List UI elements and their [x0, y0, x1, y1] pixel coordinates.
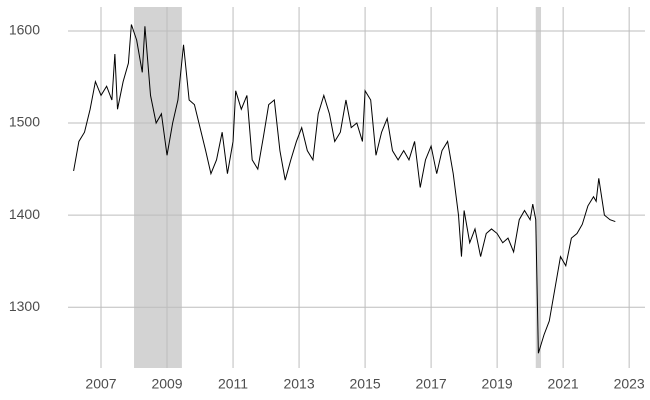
x-tick-label: 2015 [350, 376, 381, 392]
x-tick-label: 2021 [548, 376, 579, 392]
recession-band [535, 7, 542, 368]
x-tick-label: 2023 [614, 376, 645, 392]
x-tick-label: 2013 [283, 376, 314, 392]
x-tick-label: 2009 [151, 376, 182, 392]
recession-band [134, 7, 182, 368]
x-tick-label: 2007 [85, 376, 116, 392]
x-tick-label: 2019 [482, 376, 513, 392]
y-tick-label: 1500 [9, 114, 40, 130]
line-series [73, 24, 616, 354]
y-tick-label: 1600 [9, 22, 40, 38]
x-tick-label: 2017 [416, 376, 447, 392]
y-tick-label: 1400 [9, 206, 40, 222]
x-tick-label: 2011 [218, 376, 248, 392]
y-tick-label: 1300 [9, 298, 40, 314]
